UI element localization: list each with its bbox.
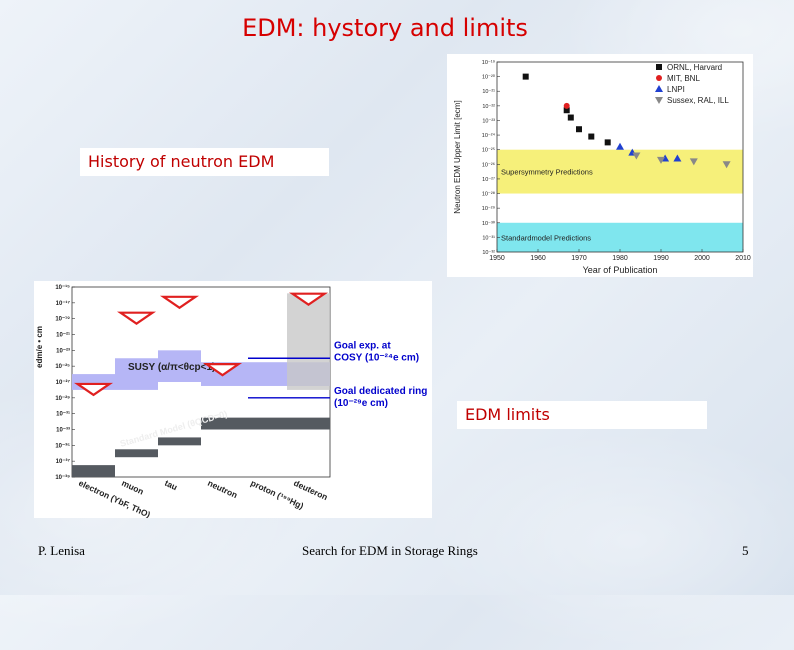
- x-tick-label: 1950: [489, 255, 505, 262]
- y-tick-label: 10⁻²⁰: [482, 74, 496, 81]
- legend-marker-0: [656, 64, 662, 70]
- page-number: 5: [742, 543, 749, 558]
- legend-marker-1: [656, 75, 662, 81]
- y-tick-label: 10⁻¹⁹: [482, 59, 495, 66]
- footer-author: P. Lenisa: [38, 543, 85, 558]
- data-point-series-0: [576, 126, 582, 133]
- susy-band-segment: [244, 362, 287, 386]
- sm-band-segment: [72, 465, 115, 477]
- y-tick-label: 10⁻²³: [56, 347, 70, 354]
- data-point-series-2: [616, 142, 624, 150]
- experimental-limit-marker: [116, 311, 157, 326]
- x-tick-label: 1980: [612, 255, 628, 262]
- y-tick-label: 10⁻²³: [482, 118, 495, 124]
- data-point-series-3: [657, 156, 665, 164]
- x-tick-label: 2010: [735, 255, 751, 262]
- y-tick-label: 10⁻¹⁷: [56, 300, 71, 307]
- goal-annotation-0-line1: Goal exp. at: [334, 340, 391, 351]
- y-tick-label: 10⁻³³: [56, 427, 70, 434]
- sm-band-segment: [115, 449, 158, 458]
- x-tick-label: 1960: [530, 255, 546, 262]
- susy-band-segment: [158, 350, 201, 382]
- footer-center-text: Search for EDM in Storage Rings: [302, 543, 478, 558]
- category-label: tau: [163, 478, 179, 492]
- data-point-series-3: [632, 152, 641, 160]
- goal-annotation-1-line1: Goal dedicated ring: [334, 386, 427, 397]
- data-point-series-0: [563, 107, 570, 114]
- sm-band-segment: [244, 417, 287, 430]
- experimental-limit-marker: [288, 292, 329, 307]
- y-tick-label: 10⁻³⁷: [56, 458, 71, 465]
- legend-marker-2: [655, 85, 663, 92]
- goal-annotation-0-line2: COSY (10⁻²⁴e cm): [334, 352, 419, 363]
- x-axis-label: Year of Publication: [583, 265, 658, 275]
- prediction-band-0: [497, 149, 743, 194]
- data-point-series-0: [567, 114, 574, 121]
- y-tick-label: 10⁻²⁷: [482, 176, 495, 183]
- data-point-series-1: [563, 102, 570, 109]
- y-tick-label: 10⁻³⁰: [482, 220, 496, 227]
- legend-label-0: ORNL, Harvard: [667, 63, 722, 72]
- deuteron-goal-region: [287, 293, 330, 390]
- y-tick-label: 10⁻³⁵: [55, 442, 70, 449]
- y-tick-label: 10⁻²⁹: [482, 205, 495, 212]
- legend-label-1: MIT, BNL: [667, 74, 700, 83]
- edm-limits-chart: 10⁻¹⁵ 10⁻¹⁷ 10⁻¹⁹ 10⁻²¹ 10⁻²³ 10⁻²⁵ 10⁻²⁷ 10⁻²⁹…: [34, 281, 432, 520]
- y-tick-label: 10⁻²¹: [482, 89, 495, 95]
- y-tick-label: 10⁻¹⁵: [55, 284, 70, 291]
- y-tick-label: 10⁻²⁹: [55, 395, 70, 402]
- prediction-band-1: [497, 222, 743, 252]
- susy-band-label: SUSY (α/π<θcp<1): [128, 362, 215, 373]
- prediction-band-label-1: Standardmodel Predictions: [501, 233, 591, 242]
- y-tick-label: 10⁻³⁹: [55, 474, 70, 481]
- limits-label: EDM limits: [457, 401, 707, 429]
- data-point-series-3: [722, 161, 731, 169]
- y-tick-label: 10⁻²⁶: [482, 161, 495, 168]
- y-tick-label: 10⁻²⁸: [482, 191, 495, 198]
- y-tick-label: 10⁻²⁴: [482, 132, 496, 139]
- sm-band-segment: [287, 417, 330, 430]
- y-tick-label: 10⁻²⁵: [55, 363, 70, 370]
- slide-title: EDM: hystory and limits: [242, 14, 528, 42]
- category-label: neutron: [206, 478, 239, 500]
- category-label: muon: [120, 478, 145, 497]
- x-tick-label: 1970: [571, 255, 587, 262]
- history-label: History of neutron EDM: [80, 148, 329, 176]
- y-tick-label: 10⁻³¹: [482, 235, 495, 241]
- y-tick-label: 10⁻²¹: [56, 332, 70, 339]
- data-point-series-0: [604, 139, 611, 146]
- y-tick-label: 10⁻³²: [482, 250, 495, 256]
- legend-label-2: LNPI: [667, 85, 685, 94]
- data-point-series-3: [689, 158, 698, 166]
- neutron-edm-history-chart: Supersymmetry Predictions Standardmodel P…: [447, 54, 753, 277]
- data-point-series-2: [673, 154, 682, 162]
- legend-label-3: Sussex, RAL, ILL: [667, 96, 729, 105]
- experimental-limit-marker: [159, 295, 200, 310]
- data-point-series-0: [522, 73, 529, 80]
- y-axis-label: Neutron EDM Upper Limit [ecm]: [453, 100, 462, 213]
- data-point-series-0: [588, 133, 595, 140]
- y-tick-label: 10⁻²⁵: [482, 147, 495, 154]
- susy-band-segment: [115, 358, 158, 390]
- y-axis-label: edm/e • cm: [35, 326, 44, 368]
- edm-limits-svg: 10⁻¹⁵ 10⁻¹⁷ 10⁻¹⁹ 10⁻²¹ 10⁻²³ 10⁻²⁵ 10⁻²⁷ 10⁻²⁹…: [35, 284, 427, 520]
- prediction-band-label-0: Supersymmetry Predictions: [501, 168, 593, 177]
- y-tick-label: 10⁻¹⁹: [55, 316, 70, 323]
- y-tick-label: 10⁻³¹: [56, 411, 70, 418]
- experimental-limit-marker: [73, 382, 114, 397]
- sm-band-segment: [158, 437, 201, 446]
- y-tick-label: 10⁻²⁷: [56, 379, 71, 386]
- goal-annotation-1-line2: (10⁻²⁹e cm): [334, 398, 388, 409]
- y-tick-label: 10⁻²²: [482, 104, 495, 110]
- sm-band-segment: [201, 417, 244, 430]
- legend-marker-3: [655, 97, 663, 104]
- experimental-limit-marker: [202, 363, 243, 377]
- x-tick-label: 2000: [694, 255, 710, 262]
- category-label: electron (YbF, ThO): [77, 478, 152, 518]
- neutron-edm-history-svg: Supersymmetry Predictions Standardmodel P…: [453, 59, 751, 275]
- x-tick-label: 1990: [653, 255, 669, 262]
